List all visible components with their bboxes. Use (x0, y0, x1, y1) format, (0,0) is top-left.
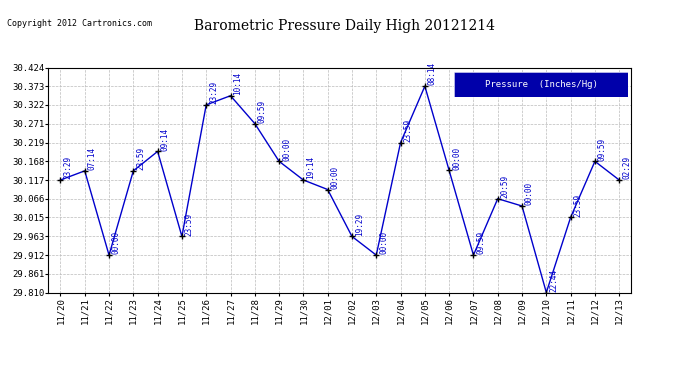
Text: Barometric Pressure Daily High 20121214: Barometric Pressure Daily High 20121214 (195, 19, 495, 33)
Text: 23:59: 23:59 (404, 119, 413, 142)
Text: 02:29: 02:29 (622, 156, 631, 179)
Text: 00:00: 00:00 (331, 166, 339, 189)
Text: 00:00: 00:00 (282, 138, 291, 160)
Text: 00:00: 00:00 (525, 182, 534, 205)
Text: 09:59: 09:59 (257, 100, 267, 123)
Text: 20:59: 20:59 (501, 175, 510, 198)
Text: Copyright 2012 Cartronics.com: Copyright 2012 Cartronics.com (7, 19, 152, 28)
Text: 19:14: 19:14 (306, 156, 315, 179)
Text: 23:29: 23:29 (209, 81, 218, 104)
Text: 23:59: 23:59 (136, 147, 145, 170)
Text: 09:14: 09:14 (161, 128, 170, 151)
Text: 09:59: 09:59 (598, 138, 607, 160)
Text: 10:14: 10:14 (233, 72, 242, 95)
Text: 00:00: 00:00 (380, 231, 388, 254)
Text: 08:14: 08:14 (428, 62, 437, 86)
Text: 07:14: 07:14 (88, 147, 97, 170)
Text: 23:59: 23:59 (573, 194, 582, 217)
Text: 22:44: 22:44 (549, 268, 558, 292)
Text: 23:29: 23:29 (63, 156, 72, 179)
Text: 00:00: 00:00 (112, 231, 121, 254)
Text: 00:00: 00:00 (452, 147, 461, 170)
Text: 23:59: 23:59 (185, 213, 194, 236)
Text: 19:29: 19:29 (355, 213, 364, 236)
Text: 09:59: 09:59 (476, 231, 485, 254)
